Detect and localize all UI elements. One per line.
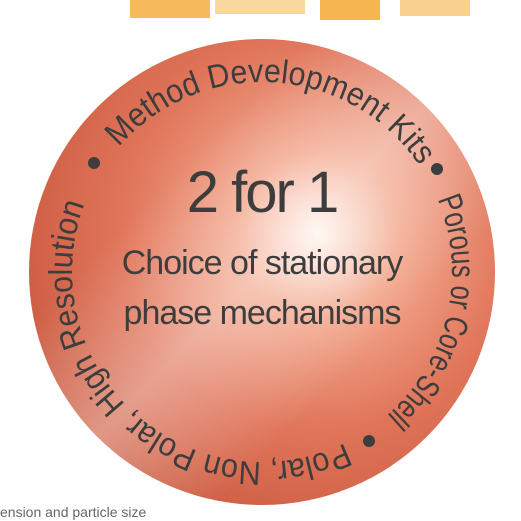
- subline: phase mechanisms: [124, 294, 401, 332]
- ring-bullet: [363, 435, 375, 447]
- page: ension and particle size Method Developm…: [0, 0, 521, 521]
- footer-fragment: ension and particle size: [0, 504, 147, 520]
- headline: 2 for 1: [187, 160, 337, 225]
- subline: Choice of stationary: [122, 244, 403, 282]
- top-decoration: [130, 0, 470, 20]
- ring-bullet: [431, 163, 443, 175]
- ring-bullet: [88, 157, 100, 169]
- badge-graphic: ension and particle size Method Developm…: [0, 0, 521, 521]
